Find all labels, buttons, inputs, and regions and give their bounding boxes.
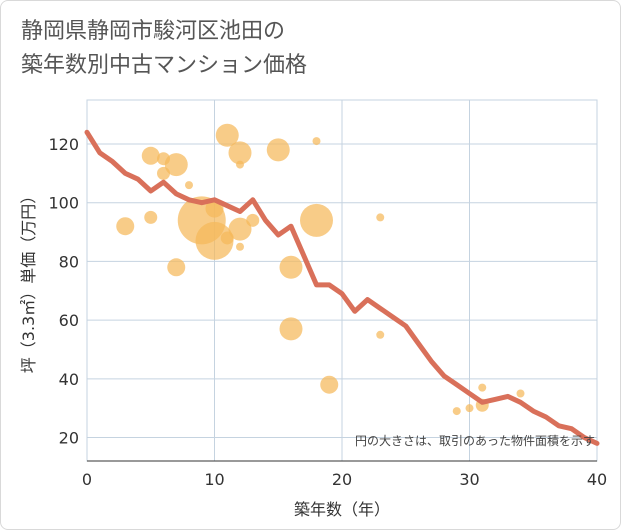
y-tick-label-4: 100 xyxy=(48,194,79,213)
y-tick-label-2: 60 xyxy=(59,311,79,330)
bubble-point-30 xyxy=(516,389,525,398)
bubble-point-24 xyxy=(376,213,385,222)
y-tick-label-1: 40 xyxy=(59,370,79,389)
bubble-point-6 xyxy=(167,258,186,277)
bubble-point-5 xyxy=(164,153,188,177)
bubble-point-1 xyxy=(141,146,160,165)
bubble-point-26 xyxy=(452,407,461,416)
y-axis-label: 坪（3.3㎡）単価（万円） xyxy=(19,188,38,373)
bubble-point-27 xyxy=(465,404,474,413)
average-price-line xyxy=(84,129,600,446)
chart-title-line-1: 静岡県静岡市駿河区池田の xyxy=(21,19,286,44)
bubble-point-18 xyxy=(266,138,290,162)
bubble-point-13 xyxy=(228,141,252,165)
bubble-point-10 xyxy=(195,221,234,260)
bubble-point-15 xyxy=(228,217,252,241)
x-tick-label-4: 40 xyxy=(587,470,607,489)
bubble-point-7 xyxy=(185,181,193,190)
y-tick-label-5: 120 xyxy=(48,135,79,154)
chart-title: 静岡県静岡市駿河区池田の 築年数別中古マンション価格 xyxy=(21,15,307,83)
bubble-point-23 xyxy=(320,375,339,394)
bubble-point-16 xyxy=(236,242,244,251)
bubble-point-0 xyxy=(116,217,135,236)
bubble-point-19 xyxy=(279,255,303,279)
bubble-point-21 xyxy=(312,137,321,146)
bubble-point-2 xyxy=(144,210,158,224)
x-tick-label-3: 30 xyxy=(459,470,479,489)
bubble-point-20 xyxy=(279,317,303,341)
x-tick-label-1: 10 xyxy=(204,470,224,489)
bubble-point-25 xyxy=(376,330,385,339)
chart-title-line-2: 築年数別中古マンション価格 xyxy=(21,53,308,78)
bubble-size-note: 円の大きさは、取引のあった物件面積を示す xyxy=(355,433,595,448)
bubble-point-22 xyxy=(300,203,333,237)
y-tick-label-0: 20 xyxy=(59,429,79,448)
bubble-point-17 xyxy=(246,213,260,227)
y-tick-label-3: 80 xyxy=(59,252,79,271)
bubble-point-14 xyxy=(236,160,244,169)
x-tick-label-2: 20 xyxy=(332,470,352,489)
x-axis-label: 築年数（年） xyxy=(294,500,390,519)
x-tick-label-0: 0 xyxy=(82,470,92,489)
bubble-point-11 xyxy=(215,123,239,147)
bubble-point-28 xyxy=(478,383,487,392)
